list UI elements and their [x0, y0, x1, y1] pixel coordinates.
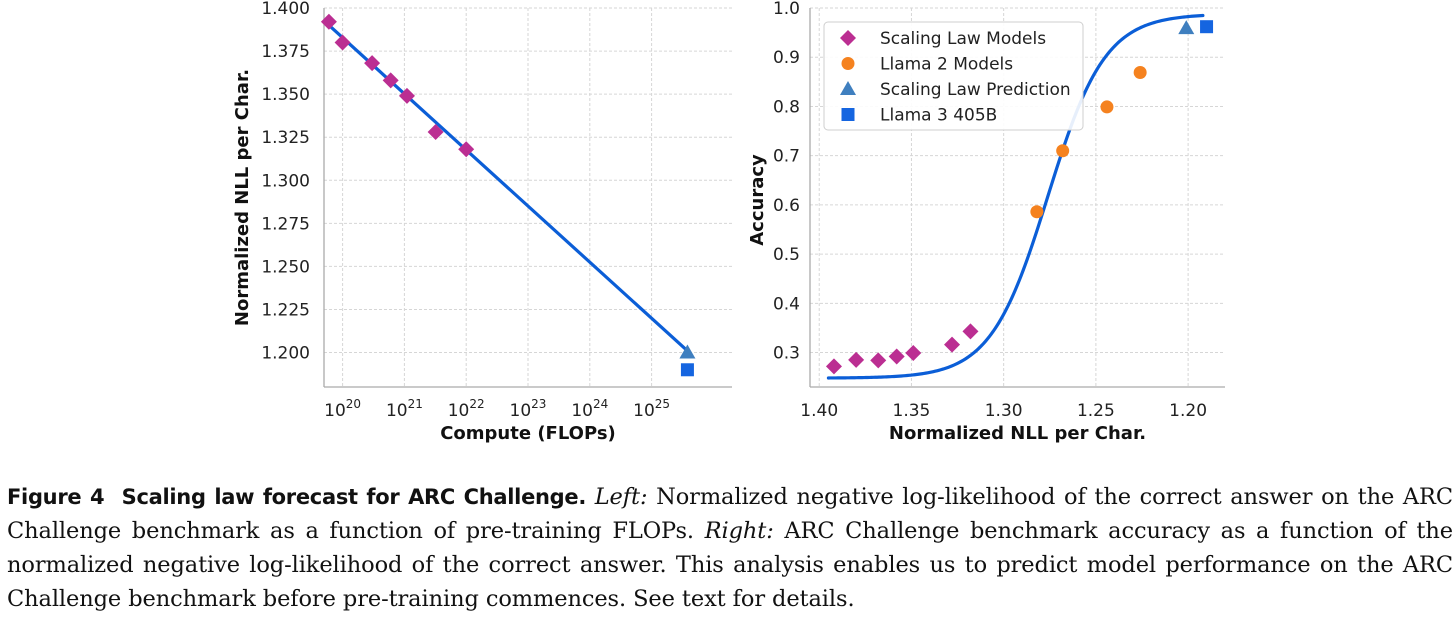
- y-tick-label: 0.5: [773, 245, 800, 265]
- y-axis-label: Normalized NLL per Char.: [232, 69, 253, 326]
- legend-label-llama-2-models: Llama 2 Models: [880, 55, 1013, 75]
- x-tick-label: 1024: [571, 397, 608, 421]
- caption-right-tag: Right:: [704, 518, 774, 544]
- legend-marker-llama-2-models: [841, 57, 855, 70]
- caption-title: Scaling law forecast for ARC Challenge.: [121, 485, 587, 509]
- y-tick-label: 1.0: [773, 0, 800, 19]
- llama-3-405b-point: [680, 363, 694, 377]
- x-tick-label: 1020: [324, 397, 361, 421]
- x-tick-label: 1023: [510, 397, 547, 421]
- y-tick-label: 0.8: [773, 97, 800, 117]
- fit-line: [327, 23, 690, 353]
- scaling-law-models-point: [848, 351, 865, 368]
- left-chart: 1.400 1.375 1.350 1.325 1.300 1.275 1.250 1.225…: [232, 0, 732, 444]
- scaling-law-models-point: [334, 34, 351, 51]
- scaling-law-models-point: [905, 345, 922, 362]
- caption-left-tag: Left:: [594, 484, 648, 510]
- scaling-law-models-point: [458, 141, 475, 158]
- figure-caption: Figure 4 Scaling law forecast for ARC Ch…: [7, 480, 1453, 616]
- x-tick-label: 1.25: [1077, 401, 1115, 421]
- x-tick-label: 1.30: [985, 401, 1023, 421]
- x-tick-label: 1021: [386, 397, 423, 421]
- llama-2-models-point: [1030, 205, 1044, 219]
- legend: Scaling Law Models Llama 2 Models Scaling …: [823, 21, 1084, 131]
- y-tick-label: 1.375: [261, 42, 310, 62]
- legend-label-scaling-law-models: Scaling Law Models: [880, 29, 1046, 49]
- scaling-law-models-point: [382, 72, 399, 89]
- y-tick-label: 0.7: [773, 147, 800, 167]
- scaling-law-prediction-point: [679, 344, 696, 359]
- llama-3-405b-point: [1200, 20, 1214, 34]
- scaling-law-models-point: [398, 87, 415, 104]
- scaling-law-models-point: [944, 336, 961, 353]
- caption-left-text: Normalized negative log-likelihood of th…: [7, 484, 1453, 544]
- scaling-law-models-point: [888, 348, 905, 365]
- y-tick-label: 1.275: [261, 214, 310, 234]
- fit-curve: [826, 13, 1205, 380]
- y-tick-label: 1.400: [261, 0, 310, 19]
- y-tick-label: 1.200: [261, 344, 310, 364]
- scaling-law-models-point: [427, 124, 444, 141]
- right-chart: 1.0 0.9 0.8 0.7 0.6 0.5 0.4 0.3 1.40 1.35 1.30 1.25…: [747, 0, 1225, 444]
- legend-marker-llama-3-405b: [841, 108, 855, 121]
- y-tick-label: 1.325: [261, 128, 310, 148]
- y-tick-label: 1.300: [261, 171, 310, 191]
- scaling-law-models-point: [320, 13, 337, 30]
- y-tick-label: 0.4: [773, 294, 800, 314]
- x-axis-label: Normalized NLL per Char.: [889, 423, 1146, 444]
- scaling-law-models-point: [962, 323, 979, 340]
- y-tick-label: 0.3: [773, 344, 800, 364]
- scaling-law-models-point: [825, 358, 842, 375]
- legend-label-scaling-law-prediction: Scaling Law Prediction: [880, 80, 1071, 100]
- scaling-law-models-point: [364, 55, 381, 72]
- caption-right-text: ARC Challenge benchmark accuracy as a fu…: [7, 518, 1453, 612]
- y-axis-label: Accuracy: [747, 154, 768, 246]
- llama-2-models-point: [1133, 65, 1147, 79]
- x-tick-label: 1025: [633, 397, 670, 421]
- scaling-law-models-point: [870, 352, 887, 369]
- figure-charts: 1.400 1.375 1.350 1.325 1.300 1.275 1.250 1.225…: [232, 0, 1225, 444]
- x-tick-label: 1.40: [800, 401, 838, 421]
- llama-2-models-point: [1100, 100, 1114, 114]
- x-axis-label: Compute (FLOPs): [440, 423, 616, 444]
- legend-label-llama-3-405b: Llama 3 405B: [880, 106, 997, 126]
- caption-label: Figure 4: [7, 485, 105, 509]
- legend-marker-scaling-law-models: [840, 30, 856, 46]
- y-tick-label: 1.250: [261, 257, 310, 277]
- y-tick-label: 1.225: [261, 300, 310, 320]
- x-tick-label: 1.20: [1169, 401, 1207, 421]
- x-tick-label: 1.35: [893, 401, 931, 421]
- scaling-law-prediction-point: [1178, 20, 1195, 35]
- llama-2-models-point: [1056, 144, 1070, 158]
- y-tick-label: 0.9: [773, 48, 800, 68]
- legend-box: [823, 21, 1084, 131]
- y-tick-label: 0.6: [773, 196, 800, 216]
- legend-marker-scaling-law-prediction: [840, 81, 856, 95]
- y-tick-label: 1.350: [261, 85, 310, 105]
- x-tick-label: 1022: [448, 397, 485, 421]
